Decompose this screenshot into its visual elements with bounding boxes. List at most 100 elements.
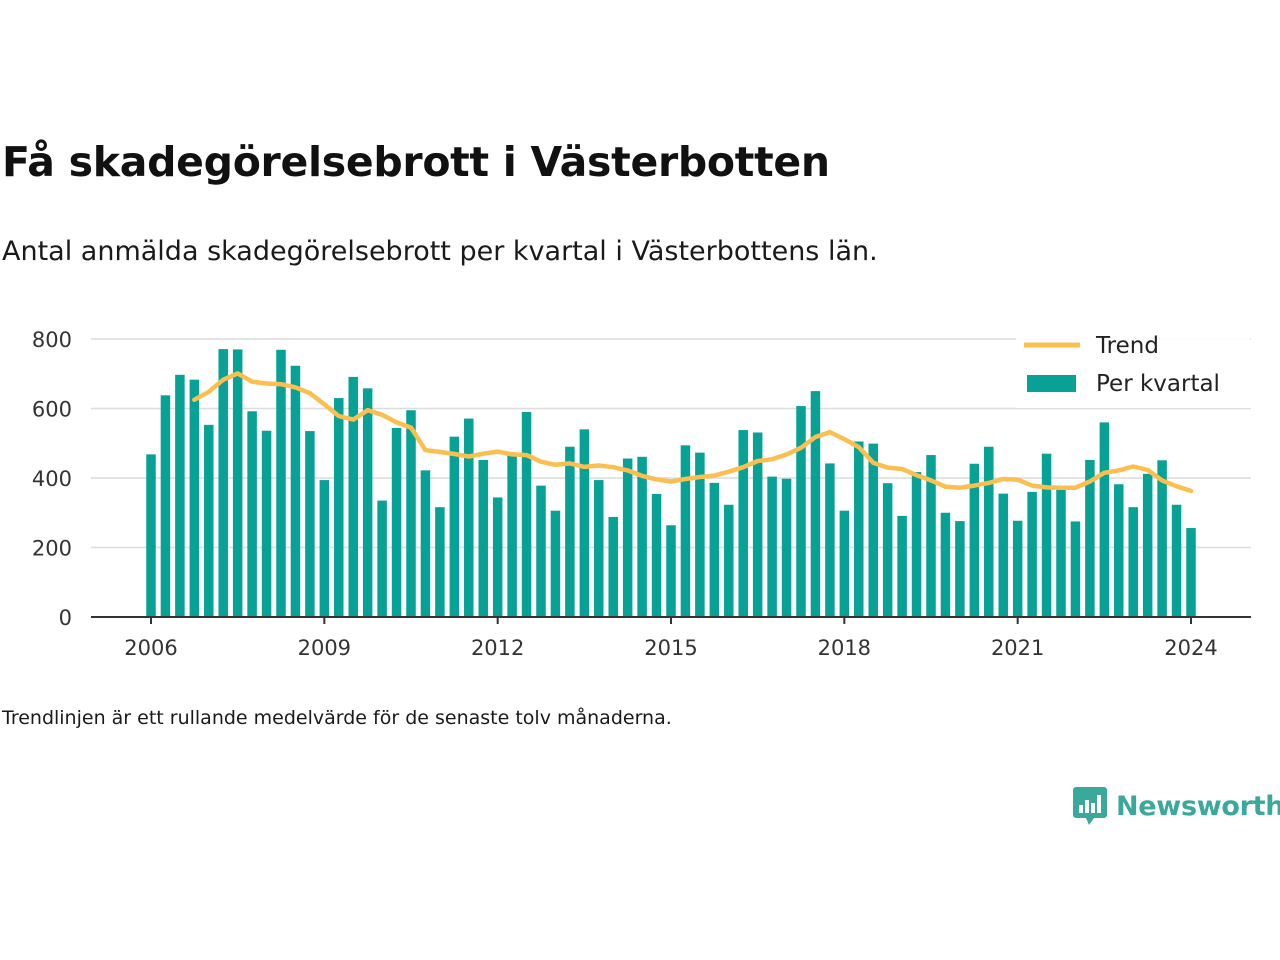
bar bbox=[984, 446, 994, 617]
legend: Trend Per kvartal bbox=[1016, 326, 1250, 408]
bar bbox=[666, 525, 676, 617]
y-tick-label: 400 bbox=[32, 467, 72, 491]
bar bbox=[752, 432, 763, 617]
bar bbox=[709, 482, 720, 617]
bar bbox=[1056, 489, 1066, 617]
bar bbox=[204, 424, 214, 617]
bar bbox=[724, 504, 734, 617]
bar bbox=[1070, 521, 1081, 617]
bar bbox=[825, 463, 835, 617]
bar bbox=[290, 365, 301, 617]
bar bbox=[449, 436, 460, 617]
chart-footnote: Trendlinjen är ett rullande medelvärde f… bbox=[2, 707, 672, 729]
bar bbox=[911, 472, 922, 617]
bar bbox=[1012, 520, 1023, 617]
bar bbox=[839, 510, 850, 617]
bar bbox=[247, 411, 257, 617]
legend-label-per-kvartal: Per kvartal bbox=[1096, 371, 1220, 397]
bar bbox=[680, 445, 691, 617]
bar bbox=[550, 510, 561, 617]
bar bbox=[377, 500, 387, 617]
bar bbox=[420, 470, 431, 617]
x-tick-label: 2024 bbox=[1164, 636, 1217, 660]
bar bbox=[1027, 491, 1037, 617]
bar bbox=[897, 515, 907, 617]
bar-series bbox=[146, 349, 1196, 617]
bar bbox=[796, 406, 806, 617]
bar bbox=[926, 455, 936, 617]
bar bbox=[348, 376, 358, 617]
y-tick-label: 800 bbox=[32, 328, 72, 352]
bar bbox=[1171, 504, 1182, 617]
bar bbox=[940, 512, 951, 617]
legend-label-trend: Trend bbox=[1095, 333, 1159, 359]
bar bbox=[492, 497, 503, 617]
bar bbox=[579, 429, 590, 617]
x-tick-label: 2009 bbox=[298, 636, 351, 660]
bar bbox=[1099, 422, 1110, 617]
bar bbox=[391, 427, 402, 617]
bar bbox=[334, 398, 344, 617]
x-tick-label: 2006 bbox=[124, 636, 177, 660]
bar bbox=[1114, 484, 1124, 617]
bar bbox=[622, 458, 633, 617]
bar bbox=[810, 391, 821, 617]
bar bbox=[594, 480, 604, 617]
bar bbox=[232, 349, 243, 617]
bar bbox=[536, 485, 546, 617]
bar bbox=[767, 476, 777, 617]
newsworthy-brand: Newsworthy bbox=[1072, 784, 1280, 828]
bar bbox=[521, 411, 532, 617]
bar bbox=[175, 374, 185, 617]
bar bbox=[406, 410, 416, 617]
bar bbox=[1085, 459, 1095, 617]
bar bbox=[608, 516, 618, 617]
bar bbox=[955, 521, 965, 617]
bar bbox=[362, 388, 373, 617]
trend-series bbox=[192, 371, 1194, 494]
bar bbox=[1041, 453, 1052, 617]
bar bbox=[1186, 528, 1196, 617]
chart-title: Få skadegörelsebrott i Västerbotten bbox=[2, 138, 830, 186]
y-tick-label: 0 bbox=[59, 606, 72, 630]
bar bbox=[160, 395, 171, 617]
x-tick-label: 2021 bbox=[991, 636, 1044, 660]
bar bbox=[969, 463, 980, 617]
bar bbox=[276, 349, 286, 617]
chart-subtitle: Antal anmälda skadegörelsebrott per kvar… bbox=[2, 236, 878, 267]
x-tick-label: 2018 bbox=[818, 636, 871, 660]
bar bbox=[435, 507, 445, 617]
bar bbox=[868, 443, 878, 617]
bar bbox=[854, 441, 864, 617]
chart-area: 0 200 400 600 800 2006 2009 2012 2015 2018 2021 202… bbox=[32, 326, 1251, 660]
bar bbox=[738, 430, 748, 617]
bar bbox=[507, 452, 517, 617]
bar bbox=[305, 431, 315, 617]
bar bbox=[319, 480, 330, 617]
newsworthy-logo-icon bbox=[1073, 787, 1107, 825]
bar bbox=[998, 493, 1008, 617]
bar bbox=[565, 446, 575, 617]
bar bbox=[637, 456, 647, 617]
trend-line bbox=[192, 371, 1194, 494]
bar bbox=[1142, 473, 1153, 617]
y-tick-label: 200 bbox=[32, 537, 72, 561]
axes: 0 200 400 600 800 2006 2009 2012 2015 2018 2021 202… bbox=[32, 328, 1251, 660]
bar bbox=[781, 478, 792, 617]
bar bbox=[695, 452, 705, 617]
bar bbox=[218, 349, 228, 617]
bar bbox=[1128, 507, 1138, 617]
bar bbox=[1157, 460, 1167, 617]
x-tick-label: 2015 bbox=[644, 636, 697, 660]
bar bbox=[146, 454, 156, 617]
brand-name: Newsworthy bbox=[1116, 790, 1280, 822]
bar bbox=[189, 379, 200, 617]
bar bbox=[261, 430, 272, 617]
bar bbox=[882, 483, 893, 617]
bar bbox=[464, 418, 474, 617]
legend-bars-swatch bbox=[1027, 375, 1076, 392]
y-tick-label: 600 bbox=[32, 398, 72, 422]
legend-background bbox=[1016, 326, 1250, 408]
bar bbox=[651, 493, 662, 617]
bar bbox=[478, 459, 488, 617]
